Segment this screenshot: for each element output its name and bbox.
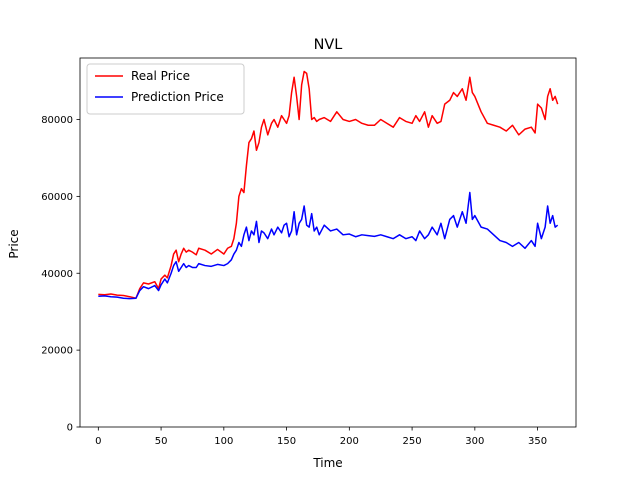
y-axis-label: Price — [7, 229, 21, 258]
y-tick-label: 80000 — [41, 115, 73, 126]
plot-frame — [79, 57, 577, 428]
x-tick-label: 200 — [340, 436, 359, 447]
legend-box — [86, 63, 245, 115]
y-tick-label: 20000 — [41, 346, 73, 357]
legend: Real Price Prediction Price — [86, 63, 245, 115]
x-tick-label: 350 — [528, 436, 547, 447]
series-line-real-price — [98, 70, 559, 299]
x-tick-label: 50 — [155, 436, 168, 447]
x-tick-label: 250 — [403, 436, 422, 447]
chart-title: NVL — [314, 37, 343, 53]
x-tick-label: 300 — [465, 436, 484, 447]
x-axis-label: Time — [312, 456, 342, 470]
legend-entry-label: Real Price — [131, 69, 190, 83]
series-line-prediction-price — [98, 191, 559, 300]
y-tick-label: 0 — [67, 423, 73, 434]
axes-layer: 0 50 100 150 200 250 300 350 0 20000 40000 60000 800… — [41, 115, 547, 447]
series-layer — [98, 70, 559, 300]
y-tick-label: 60000 — [41, 192, 73, 203]
y-tick-label: 40000 — [41, 269, 73, 280]
x-tick-label: 100 — [214, 436, 233, 447]
x-tick-label: 0 — [95, 436, 101, 447]
legend-entry-label: Prediction Price — [131, 90, 224, 104]
x-tick-label: 150 — [277, 436, 296, 447]
